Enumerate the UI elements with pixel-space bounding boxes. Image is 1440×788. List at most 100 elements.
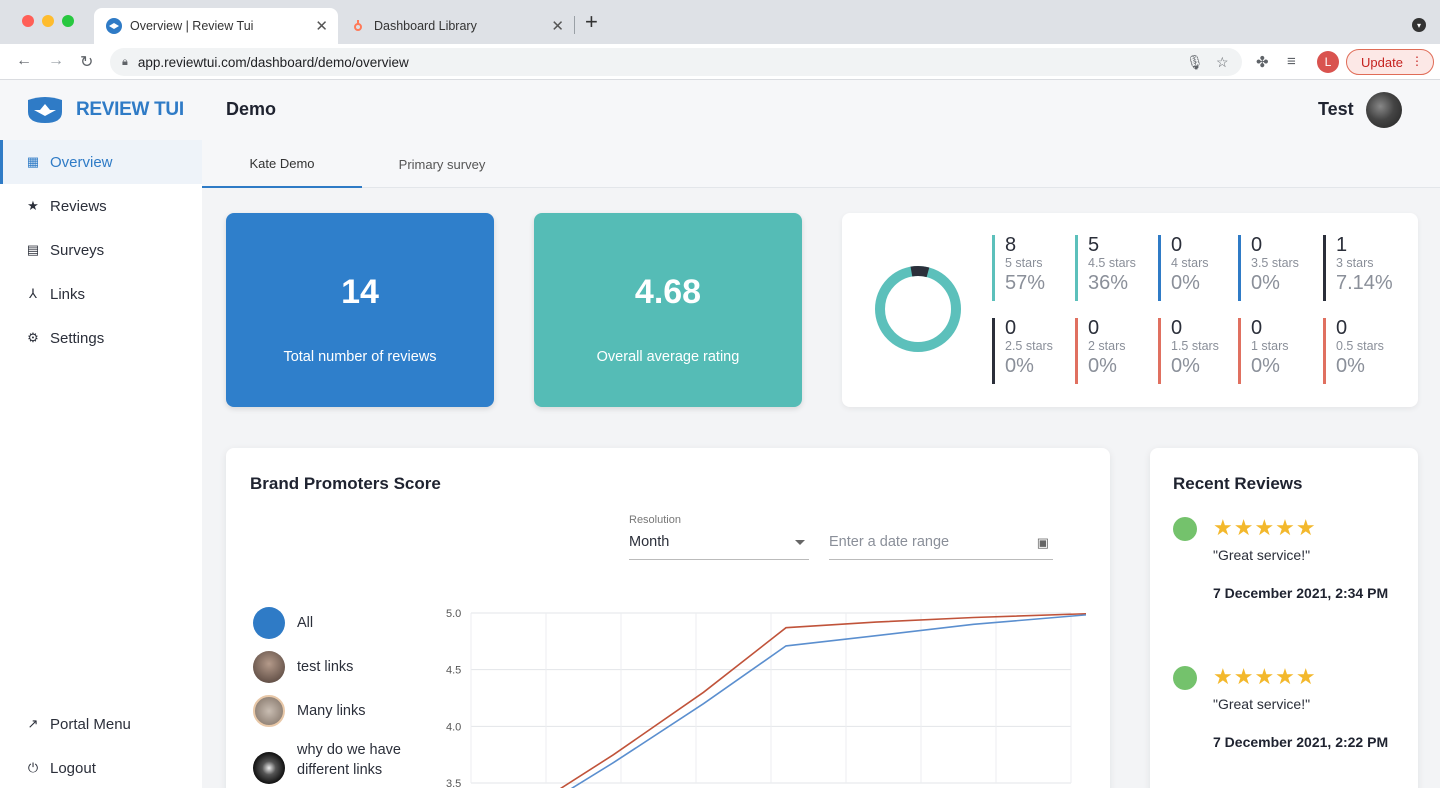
dashboard-icon: ▦ [26, 154, 40, 169]
lock-icon: 🔒︎ [122, 55, 128, 68]
update-label: Update [1361, 54, 1403, 70]
review-tui-logo-icon [28, 97, 62, 123]
rating-stars: ★★★★★ [1213, 664, 1317, 689]
legend-avatar [253, 651, 285, 683]
resolution-select[interactable]: Month [629, 534, 809, 560]
tab-separator [574, 16, 575, 34]
distribution-stars-label: 3.5 stars [1251, 256, 1299, 270]
sidebar-item-label: Overview [50, 153, 113, 171]
y-tick-label: 4.0 [446, 721, 461, 733]
resolution-label: Resolution [629, 514, 681, 526]
browser-toolbar: ← → ↻ 🔒︎ app.reviewtui.com/dashboard/dem… [0, 44, 1440, 80]
legend-avatar [253, 607, 285, 639]
average-rating-value: 4.68 [634, 273, 702, 311]
close-window-button[interactable] [22, 15, 34, 27]
microphone-icon[interactable]: 🎙︎ [1186, 54, 1204, 70]
y-tick-label: 4.5 [446, 665, 461, 677]
links-icon: ⅄ [29, 286, 37, 301]
sidebar-item-label: Surveys [50, 241, 105, 259]
profile-avatar[interactable]: L [1317, 51, 1339, 73]
sidebar-item-label: Portal Menu [50, 715, 131, 733]
status-dot [1173, 666, 1197, 690]
brand-promoters-card: Brand Promoters Score Resolution Month E… [226, 448, 1110, 788]
tab-primary-survey[interactable]: Primary survey [398, 156, 486, 172]
rating-stars: ★★★★★ [1213, 515, 1317, 540]
legend-avatar [253, 695, 285, 727]
sidebar: ▦ Overview ★ Reviews ▤ Surveys ⅄ Links ⚙… [0, 140, 202, 788]
address-bar[interactable]: 🔒︎ app.reviewtui.com/dashboard/demo/over… [110, 48, 1242, 76]
review-date: 7 December 2021, 2:34 PM [1213, 585, 1389, 601]
url-text: app.reviewtui.com/dashboard/demo/overvie… [137, 54, 409, 70]
clipboard-icon: ▤ [26, 242, 40, 257]
reading-list-icon[interactable]: ≡ [1287, 53, 1296, 70]
legend-item-different-links[interactable]: why do we have different links [253, 740, 407, 784]
sidebar-item-label: Reviews [50, 197, 107, 215]
distribution-item: 0 1.5 stars 0% [1158, 318, 1238, 384]
sidebar-item-reviews[interactable]: ★ Reviews [0, 184, 202, 228]
distribution-count: 0 [1336, 317, 1348, 339]
distribution-stars-label: 0.5 stars [1336, 339, 1384, 353]
legend-label: test links [297, 659, 354, 675]
sidebar-item-settings[interactable]: ⚙ Settings [0, 316, 202, 360]
sidebar-item-label: Links [50, 285, 86, 303]
distribution-percent: 36% [1088, 272, 1129, 294]
calendar-icon[interactable]: ▣ [1036, 535, 1049, 550]
legend-item-test-links[interactable]: test links [253, 651, 353, 683]
distribution-stars-label: 2 stars [1088, 339, 1126, 353]
sidebar-item-overview[interactable]: ▦ Overview [0, 140, 202, 184]
forward-icon[interactable]: → [48, 52, 64, 69]
legend-item-many-links[interactable]: Many links [253, 695, 366, 727]
tab-kate-demo[interactable]: Kate Demo [202, 140, 362, 188]
browser-tab-overview[interactable]: Overview | Review Tui ✕ [94, 8, 338, 44]
sidebar-item-surveys[interactable]: ▤ Surveys [0, 228, 202, 272]
user-name[interactable]: Test [1318, 99, 1354, 119]
more-menu-icon[interactable]: ⋮ [1411, 54, 1423, 68]
browser-tab-dashboard-library[interactable]: Dashboard Library ✕ [338, 8, 574, 44]
bookmark-star-icon[interactable]: ☆ [1216, 54, 1229, 70]
brand-logo[interactable]: REVIEW TUI [26, 96, 184, 124]
close-tab-icon[interactable]: ✕ [551, 18, 564, 35]
extensions-icon[interactable]: ✤ [1256, 54, 1269, 71]
legend-avatar [253, 752, 285, 784]
distribution-stars-label: 1 stars [1251, 339, 1289, 353]
donut-segment-low [875, 266, 961, 352]
sidebar-item-logout[interactable]: ⏻ Logout [0, 746, 202, 788]
minimize-window-button[interactable] [42, 15, 54, 27]
legend-label: why do we have different links [297, 742, 401, 778]
distribution-percent: 7.14% [1336, 272, 1393, 294]
distribution-percent: 0% [1251, 355, 1280, 377]
total-reviews-label: Total number of reviews [283, 349, 437, 365]
distribution-percent: 0% [1251, 272, 1280, 294]
sidebar-item-label: Settings [50, 329, 105, 347]
close-tab-icon[interactable]: ✕ [315, 18, 328, 35]
date-range-input[interactable]: Enter a date range ▣ [829, 534, 1053, 560]
update-button[interactable]: Update ⋮ [1346, 49, 1434, 75]
date-range-placeholder: Enter a date range [829, 534, 950, 550]
total-reviews-card: 14 Total number of reviews [226, 213, 494, 407]
sidebar-item-portal-menu[interactable]: ↗ Portal Menu [0, 702, 202, 746]
new-tab-button[interactable]: + [585, 9, 598, 34]
distribution-count: 5 [1088, 234, 1100, 256]
reload-icon[interactable]: ↻ [80, 54, 94, 71]
sidebar-item-links[interactable]: ⅄ Links [0, 272, 202, 316]
card-title: Recent Reviews [1173, 474, 1303, 493]
maximize-window-button[interactable] [62, 15, 74, 27]
tab-title: Overview | Review Tui [130, 19, 254, 33]
browser-tab-bar: Overview | Review Tui ✕ Dashboard Librar… [0, 0, 1440, 44]
distribution-stars-label: 4 stars [1171, 256, 1209, 270]
tab-title: Dashboard Library [374, 19, 477, 33]
distribution-stars-label: 3 stars [1336, 256, 1374, 270]
legend-item-all[interactable]: All [253, 607, 313, 639]
back-icon[interactable]: ← [16, 52, 32, 69]
tab-search-icon[interactable]: ▾ [1412, 18, 1426, 32]
hubspot-favicon-icon [350, 18, 366, 34]
user-avatar[interactable] [1366, 92, 1402, 128]
donut-segment-high [875, 266, 961, 352]
review-date: 7 December 2021, 2:22 PM [1213, 734, 1389, 750]
y-tick-label: 5.0 [446, 608, 461, 620]
gear-icon: ⚙ [27, 330, 39, 345]
star-icon: ★ [27, 198, 39, 213]
